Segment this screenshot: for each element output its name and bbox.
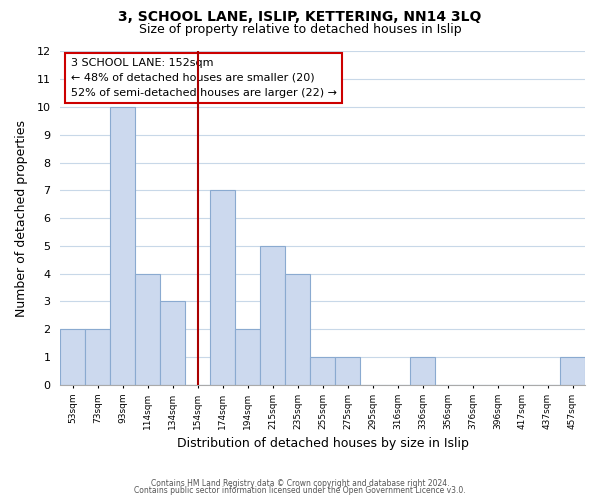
Text: Contains public sector information licensed under the Open Government Licence v3: Contains public sector information licen… bbox=[134, 486, 466, 495]
X-axis label: Distribution of detached houses by size in Islip: Distribution of detached houses by size … bbox=[176, 437, 469, 450]
Bar bbox=[410, 357, 435, 384]
Bar bbox=[160, 302, 185, 384]
Y-axis label: Number of detached properties: Number of detached properties bbox=[15, 120, 28, 316]
Bar bbox=[285, 274, 310, 384]
Text: 3, SCHOOL LANE, ISLIP, KETTERING, NN14 3LQ: 3, SCHOOL LANE, ISLIP, KETTERING, NN14 3… bbox=[118, 10, 482, 24]
Text: 3 SCHOOL LANE: 152sqm
← 48% of detached houses are smaller (20)
52% of semi-deta: 3 SCHOOL LANE: 152sqm ← 48% of detached … bbox=[71, 58, 337, 98]
Text: Size of property relative to detached houses in Islip: Size of property relative to detached ho… bbox=[139, 22, 461, 36]
Bar bbox=[210, 190, 235, 384]
Bar bbox=[135, 274, 160, 384]
Bar bbox=[310, 357, 335, 384]
Bar bbox=[560, 357, 585, 384]
Bar bbox=[110, 107, 135, 384]
Text: Contains HM Land Registry data © Crown copyright and database right 2024.: Contains HM Land Registry data © Crown c… bbox=[151, 478, 449, 488]
Bar bbox=[260, 246, 285, 384]
Bar bbox=[60, 329, 85, 384]
Bar bbox=[335, 357, 360, 384]
Bar bbox=[235, 329, 260, 384]
Bar bbox=[85, 329, 110, 384]
